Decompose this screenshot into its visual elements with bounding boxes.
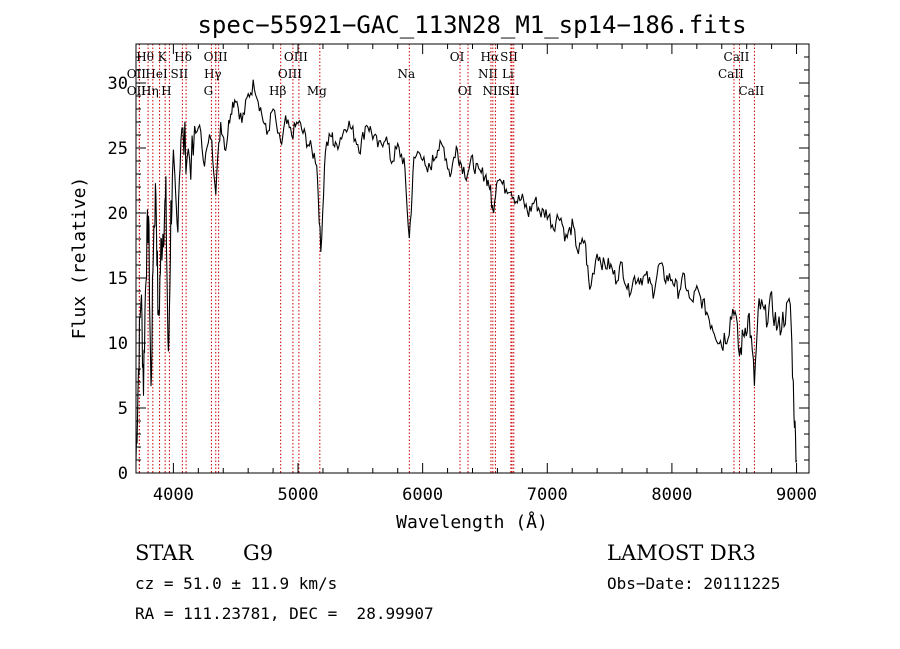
line-marker-label: SII <box>500 50 518 64</box>
ra-dec-coordinates: RA = 111.23781, DEC = 28.99907 <box>135 604 434 623</box>
line-marker-label: SII <box>171 67 189 81</box>
line-marker-label: OI <box>458 84 473 98</box>
line-marker-label: CaII <box>738 84 764 98</box>
y-tick-label: 5 <box>118 399 128 419</box>
line-marker-label: CaII <box>718 67 744 81</box>
y-tick-label: 30 <box>108 74 128 94</box>
line-marker-label: Mg <box>307 84 327 98</box>
spectrum-series-line <box>135 79 798 463</box>
y-tick-label: 20 <box>108 204 128 224</box>
line-marker-label: Hγ <box>204 67 222 81</box>
line-marker-label: OIII <box>204 50 228 64</box>
line-marker-label: Hη <box>141 84 159 98</box>
line-marker-label: Hα <box>481 50 500 64</box>
line-marker-label: OIII <box>284 50 308 64</box>
line-marker-label: SII <box>502 84 520 98</box>
survey-name: LAMOST DR3 <box>607 541 756 565</box>
line-marker-label: NII <box>482 84 502 98</box>
line-marker-label: Li <box>502 67 514 81</box>
line-marker-label: OI <box>450 50 465 64</box>
y-axis-label: Flux (relative) <box>69 177 90 340</box>
line-marker-label: Hβ <box>269 84 286 98</box>
line-marker-label: OIII <box>278 67 302 81</box>
line-marker-label: HeI <box>145 67 168 81</box>
x-tick-label: 9000 <box>776 485 817 505</box>
plot-frame <box>135 43 810 474</box>
line-marker-label: NII <box>478 67 498 81</box>
y-tick-label: 15 <box>108 269 128 289</box>
object-subclass: G9 <box>243 541 274 565</box>
line-marker-label: H <box>161 84 171 98</box>
x-tick-label: 7000 <box>527 485 568 505</box>
y-tick-label: 10 <box>108 334 128 354</box>
redshift-value: cz = 51.0 ± 11.9 km/s <box>135 574 338 593</box>
y-tick-label: 0 <box>118 464 128 484</box>
y-tick-label: 25 <box>108 139 128 159</box>
x-tick-label: 5000 <box>278 485 319 505</box>
x-tick-label: 8000 <box>651 485 692 505</box>
x-axis-ticks: 4000 5000 6000 7000 8000 9000 <box>153 44 817 505</box>
chart-title: spec−55921−GAC_113N28_M1_sp14−186.fits <box>197 11 746 39</box>
object-class: STAR <box>135 541 194 565</box>
line-marker-label: Na <box>397 67 415 81</box>
x-tick-label: 6000 <box>402 485 443 505</box>
y-axis-ticks: 0 5 10 15 20 25 30 <box>108 43 809 484</box>
x-axis-label: Wavelength (Å) <box>396 511 548 533</box>
line-marker-label: CaII <box>724 50 750 64</box>
line-marker-label: K <box>158 50 168 64</box>
line-marker-label: G <box>204 84 214 98</box>
observation-date: Obs−Date: 20111225 <box>607 574 781 593</box>
x-tick-label: 4000 <box>153 485 194 505</box>
line-marker-label: Hθ <box>136 50 154 64</box>
line-marker-label: Hδ <box>174 50 192 64</box>
